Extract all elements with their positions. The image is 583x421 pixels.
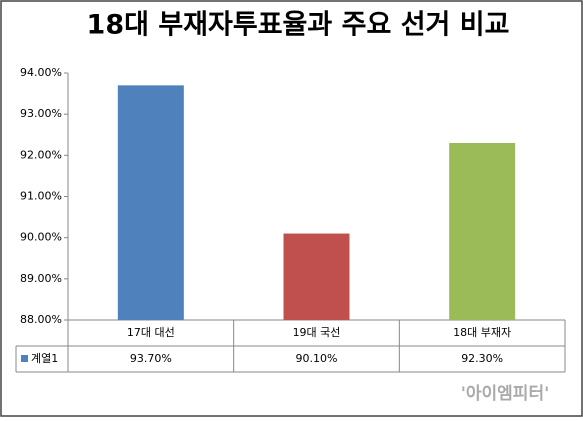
y-tick-label: 90.00% xyxy=(20,231,62,244)
value-label: 90.10% xyxy=(296,352,338,365)
x-tick-label: 18대 부재자 xyxy=(453,326,511,339)
bar xyxy=(117,85,184,320)
value-label: 92.30% xyxy=(461,352,503,365)
y-tick-label: 93.00% xyxy=(20,107,62,120)
legend-key xyxy=(21,355,28,362)
bar xyxy=(449,142,516,320)
bar xyxy=(283,233,350,320)
y-tick-label: 89.00% xyxy=(20,272,62,285)
y-tick-label: 88.00% xyxy=(20,313,62,326)
y-tick-label: 94.00% xyxy=(20,66,62,79)
legend-label: 계열1 xyxy=(31,352,58,365)
y-tick-label: 92.00% xyxy=(20,148,62,161)
x-tick-label: 19대 국선 xyxy=(293,326,341,339)
chart-title: 18대 부재자투표율과 주요 선거 비교 xyxy=(87,10,510,41)
watermark: '아이엠피터' xyxy=(461,384,550,404)
value-label: 93.70% xyxy=(130,352,172,365)
x-tick-label: 17대 대선 xyxy=(127,326,175,339)
y-tick-label: 91.00% xyxy=(20,190,62,203)
